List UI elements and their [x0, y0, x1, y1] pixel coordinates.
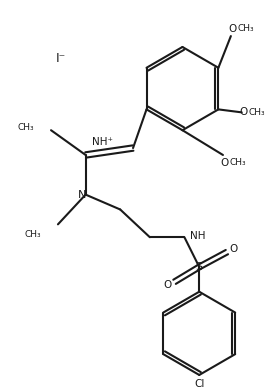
Text: NH⁺: NH⁺	[92, 137, 113, 147]
Text: CH₃: CH₃	[248, 108, 265, 117]
Text: O: O	[239, 107, 247, 117]
Text: O: O	[228, 24, 236, 34]
Text: S: S	[196, 262, 203, 272]
Text: O: O	[220, 158, 229, 167]
Text: CH₃: CH₃	[230, 158, 246, 167]
Text: NH: NH	[190, 231, 205, 241]
Text: CH₃: CH₃	[17, 123, 34, 132]
Text: Cl: Cl	[194, 379, 204, 389]
Text: O: O	[164, 280, 172, 290]
Text: I⁻: I⁻	[56, 53, 66, 65]
Text: CH₃: CH₃	[238, 24, 254, 33]
Text: O: O	[230, 244, 238, 254]
Text: CH₃: CH₃	[25, 230, 41, 239]
Text: N: N	[77, 190, 86, 200]
